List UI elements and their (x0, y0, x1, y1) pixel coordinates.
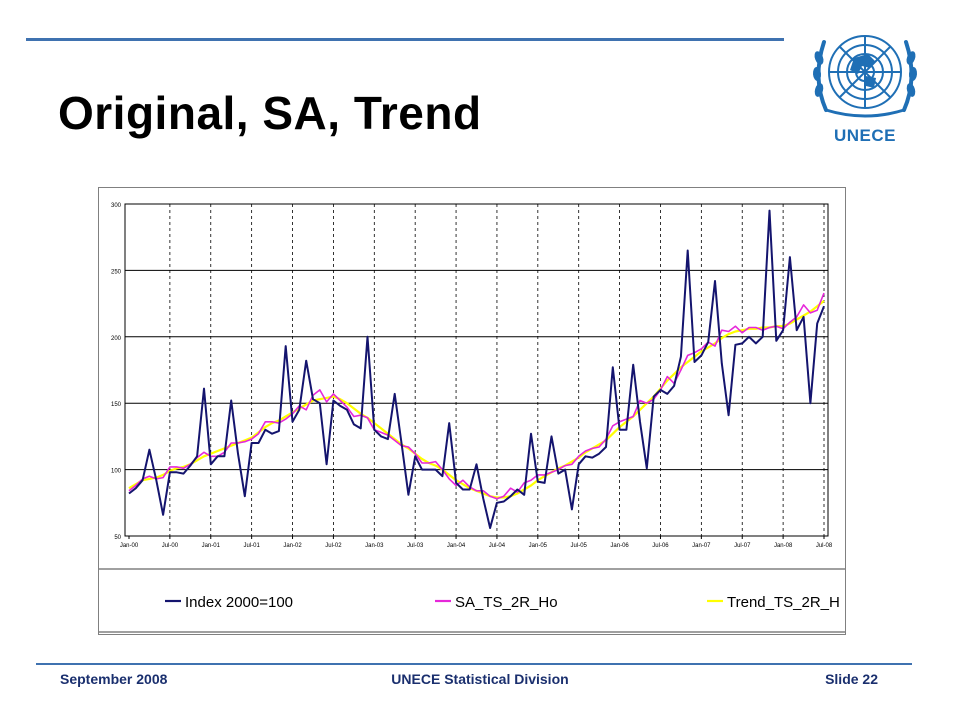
x-tick-label: Jan-05 (529, 543, 548, 549)
legend-label-2: Trend_TS_2R_H (727, 594, 840, 611)
un-emblem-icon (812, 35, 918, 118)
x-tick-label: Jul-05 (571, 543, 588, 549)
x-tick-label: Jan-06 (610, 543, 629, 549)
y-tick-label: 50 (114, 535, 121, 541)
x-tick-label: Jul-04 (489, 543, 506, 549)
x-tick-label: Jul-08 (816, 543, 833, 549)
x-tick-label: Jul-06 (652, 543, 669, 549)
line-chart: 50 100 150 200 250 300 Jan-00 Jul-00 Jan-01 Jul-0… (99, 203, 845, 633)
x-tick-label: Jan-08 (774, 543, 793, 549)
y-tick-label: 150 (111, 402, 122, 408)
y-tick-label: 300 (111, 203, 122, 209)
x-tick-label: Jan-00 (120, 543, 139, 549)
y-tick-label: 100 (111, 469, 122, 475)
series-line-0 (128, 209, 825, 529)
x-tick-label: Jul-01 (243, 543, 260, 549)
y-tick-label: 200 (111, 336, 122, 342)
x-tick-label: Jan-01 (202, 543, 221, 549)
legend-label-1: SA_TS_2R_Ho (455, 594, 558, 611)
footer-rule (36, 663, 912, 665)
unece-logo-label: UNECE (833, 126, 896, 145)
x-tick-label: Jul-07 (734, 543, 751, 549)
chart-frame: 50 100 150 200 250 300 Jan-00 Jul-00 Jan-01 Jul-0… (98, 187, 846, 635)
legend-label-0: Index 2000=100 (185, 594, 293, 611)
footer-date: September 2008 (60, 671, 168, 687)
footer-organization: UNECE Statistical Division (391, 671, 569, 687)
x-tick-label: Jan-04 (447, 543, 466, 549)
x-tick-label: Jul-03 (407, 543, 424, 549)
footer-slide-number: Slide 22 (825, 671, 878, 687)
slide-title: Original, SA, Trend (58, 87, 482, 139)
x-tick-label: Jul-02 (325, 543, 342, 549)
x-tick-label: Jul-00 (162, 543, 179, 549)
x-tick-label: Jan-07 (692, 543, 711, 549)
x-tick-label: Jan-02 (283, 543, 302, 549)
y-tick-label: 250 (111, 269, 122, 275)
x-tick-label: Jan-03 (365, 543, 384, 549)
top-rule (26, 38, 784, 41)
